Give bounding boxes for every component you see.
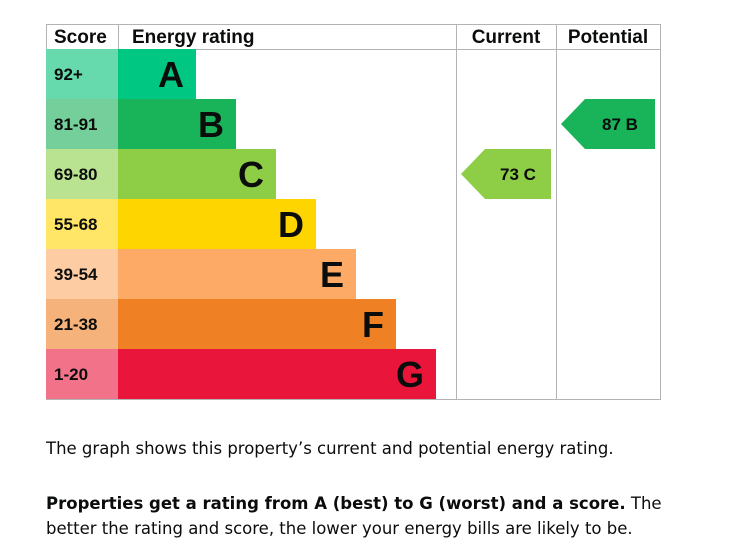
score-cell-d xyxy=(46,199,118,249)
potential-arrow xyxy=(561,99,655,149)
current-arrow xyxy=(461,149,551,199)
rating-explanation-rest: The better the rating and score, the low… xyxy=(46,494,662,538)
band-bar-c xyxy=(118,149,276,199)
score-range-e: 39-54 xyxy=(54,265,98,284)
score-cell-g xyxy=(46,349,118,399)
score-range-g: 1-20 xyxy=(54,365,88,384)
band-letter-e: E xyxy=(320,254,344,295)
band-letter-d: D xyxy=(278,204,304,245)
rating-bands: 92+ A 81-91 B 69-80 C 55-68 D 39-54 E 21-38 F 1-20 G xyxy=(46,49,436,399)
chart-header: Score Energy rating Current Potential xyxy=(54,27,648,48)
rating-explanation-bold: Properties get a rating from A (best) to… xyxy=(46,494,626,513)
band-bar-f xyxy=(118,299,396,349)
rating-arrows: 73 C 87 B xyxy=(461,99,655,199)
score-range-c: 69-80 xyxy=(54,165,97,184)
band-bar-d xyxy=(118,199,316,249)
rating-column-header: Energy rating xyxy=(132,27,254,48)
score-range-a: 92+ xyxy=(54,65,83,84)
rating-explanation: Properties get a rating from A (best) to… xyxy=(46,491,706,541)
epc-chart: 92+ A81-91 B69-80 C55-68 D39-54 E21-38 F1-20 G … xyxy=(46,24,661,400)
score-range-b: 81-91 xyxy=(54,115,97,134)
score-cell-f xyxy=(46,299,118,349)
band-letter-c: C xyxy=(238,154,264,195)
potential-rating-label: 87 B xyxy=(602,115,638,134)
band-letter-g: G xyxy=(396,354,424,395)
current-column-header: Current xyxy=(472,27,541,48)
band-bar-g xyxy=(118,349,436,399)
band-letter-f: F xyxy=(362,304,384,345)
score-cell-b xyxy=(46,99,118,149)
band-letter-a: A xyxy=(158,54,184,95)
band-bar-a xyxy=(118,49,196,99)
score-range-f: 21-38 xyxy=(54,315,97,334)
band-letter-b: B xyxy=(198,104,224,145)
potential-column-header: Potential xyxy=(568,27,648,48)
score-range-d: 55-68 xyxy=(54,215,97,234)
band-bar-e xyxy=(118,249,356,299)
current-rating-label: 73 C xyxy=(500,165,536,184)
score-cell-a xyxy=(46,49,118,99)
score-cell-c xyxy=(46,149,118,199)
chart-description: The graph shows this property’s current … xyxy=(46,439,614,458)
score-cell-e xyxy=(46,249,118,299)
score-column-header: Score xyxy=(54,27,107,48)
band-bar-b xyxy=(118,99,236,149)
